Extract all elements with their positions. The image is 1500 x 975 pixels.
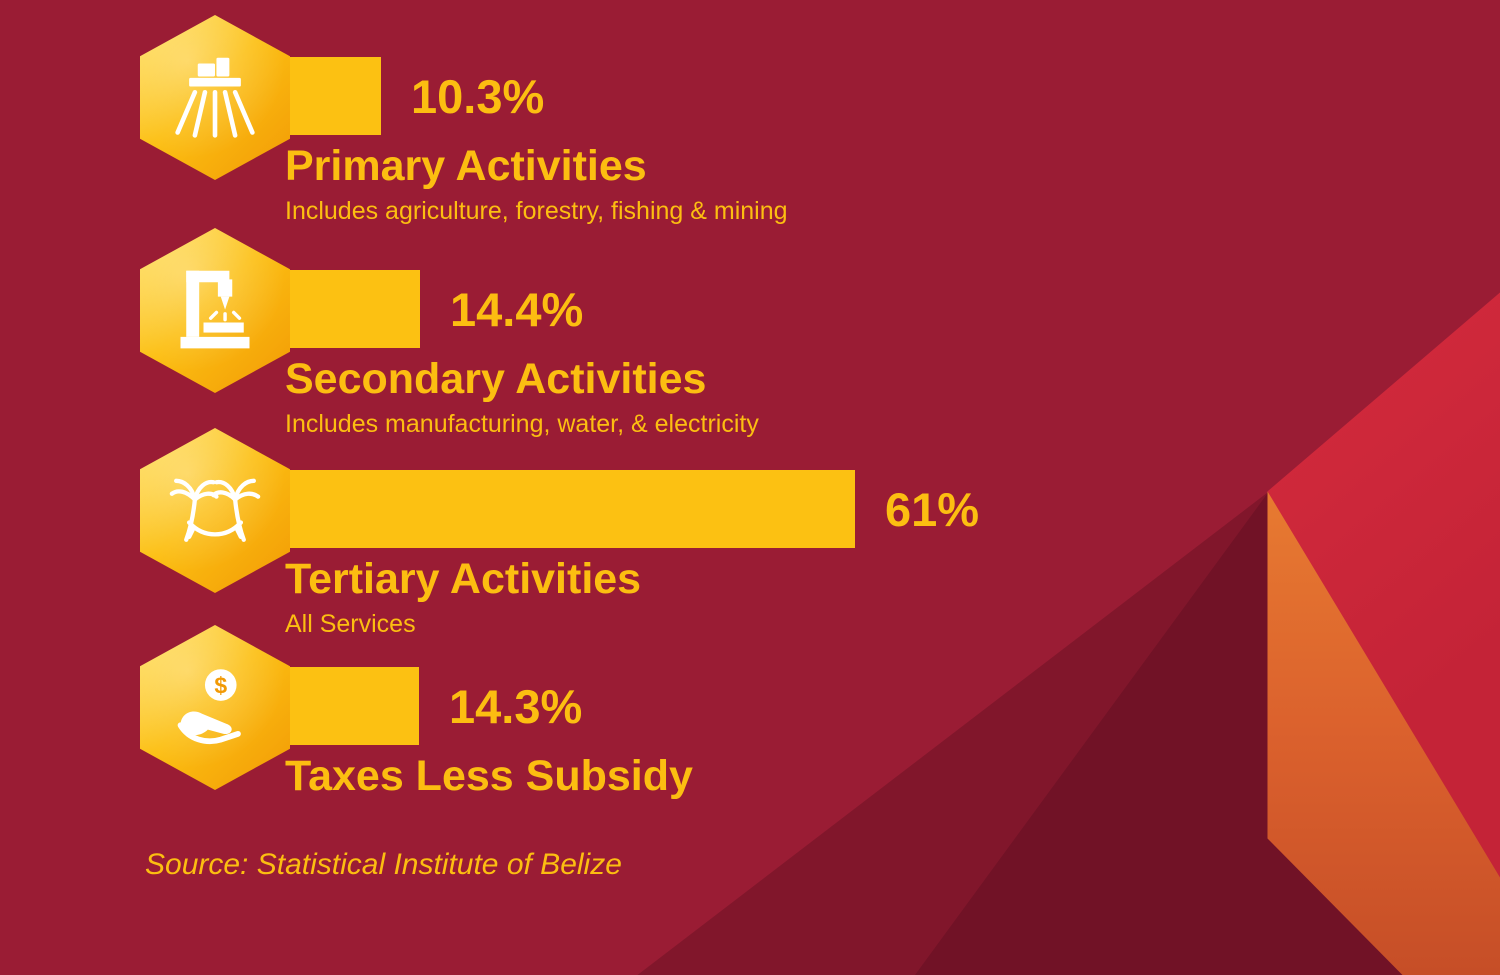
row-subtitle-secondary: Includes manufacturing, water, & electri… [285, 410, 759, 438]
bar-line: 61% [260, 470, 979, 548]
bar-line: 10.3% [260, 57, 544, 135]
row-title-tertiary: Tertiary Activities [285, 555, 642, 603]
value-label-secondary: 14.4% [450, 282, 584, 336]
value-label-primary: 10.3% [411, 69, 545, 123]
source-attribution: Source: Statistical Institute of Belize [145, 848, 622, 881]
svg-text:$: $ [214, 672, 227, 698]
agriculture-field-icon [175, 57, 255, 138]
hand-coin-icon: $ [177, 668, 241, 744]
value-label-taxes: 14.3% [449, 679, 583, 733]
value-label-tertiary: 61% [885, 482, 980, 536]
row-title-taxes: Taxes Less Subsidy [285, 752, 693, 800]
chart-row-taxes: 14.3% $ Taxes Less Subsidy [140, 625, 1460, 840]
chart-row-secondary: 14.4% Secondary Activities I [140, 228, 1460, 443]
chart-row-tertiary: 61% Tertiary Activities All Services [140, 428, 1460, 643]
hex-badge-secondary [140, 228, 290, 393]
hex-badge-taxes: $ [140, 625, 290, 790]
hex-badge-primary [140, 15, 290, 180]
row-subtitle-tertiary: All Services [285, 610, 416, 638]
manufacturing-machine-icon [180, 270, 250, 348]
palm-hammock-icon [169, 478, 261, 542]
hex-badge-tertiary [140, 428, 290, 593]
bar-line: 14.4% [260, 270, 583, 348]
row-title-primary: Primary Activities [285, 142, 647, 190]
bar-line: 14.3% [260, 667, 582, 745]
row-subtitle-primary: Includes agriculture, forestry, fishing … [285, 197, 788, 225]
row-title-secondary: Secondary Activities [285, 355, 707, 403]
bar-tertiary [260, 470, 855, 548]
chart-row-primary: 10.3% Primary Activities Includes agric [140, 15, 1460, 230]
